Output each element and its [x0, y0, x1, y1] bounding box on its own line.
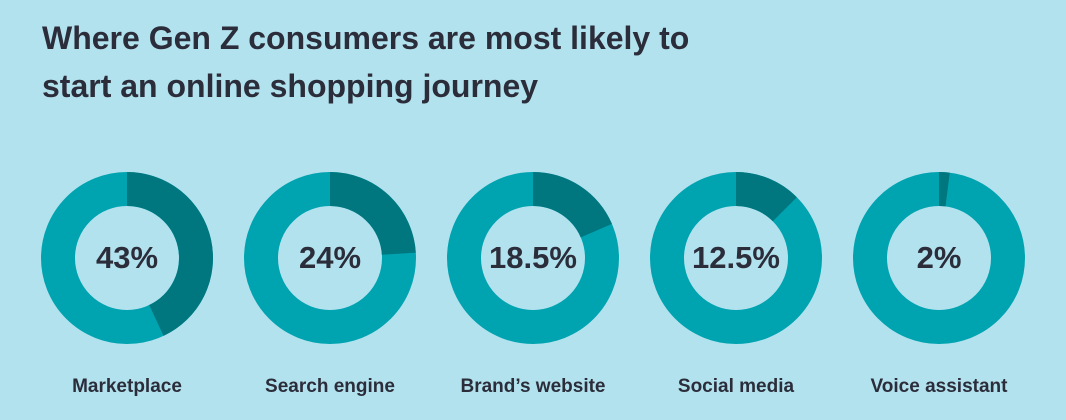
chart-title: Where Gen Z consumers are most likely to… — [42, 20, 690, 104]
category-label: Brand’s website — [460, 376, 605, 397]
value-label: 43% — [96, 240, 158, 275]
value-label: 2% — [917, 240, 962, 275]
value-label: 12.5% — [692, 240, 780, 275]
value-label: 18.5% — [489, 240, 577, 275]
category-label: Voice assistant — [871, 376, 1009, 397]
category-label: Marketplace — [72, 376, 182, 397]
value-label: 24% — [299, 240, 361, 275]
donut-segment — [735, 172, 797, 222]
donut-segment — [126, 172, 213, 336]
donut-segment — [329, 172, 416, 256]
donut-segment — [938, 172, 950, 207]
category-label: Social media — [678, 376, 795, 397]
category-label: Search engine — [265, 376, 395, 397]
donut-segment — [532, 172, 612, 239]
